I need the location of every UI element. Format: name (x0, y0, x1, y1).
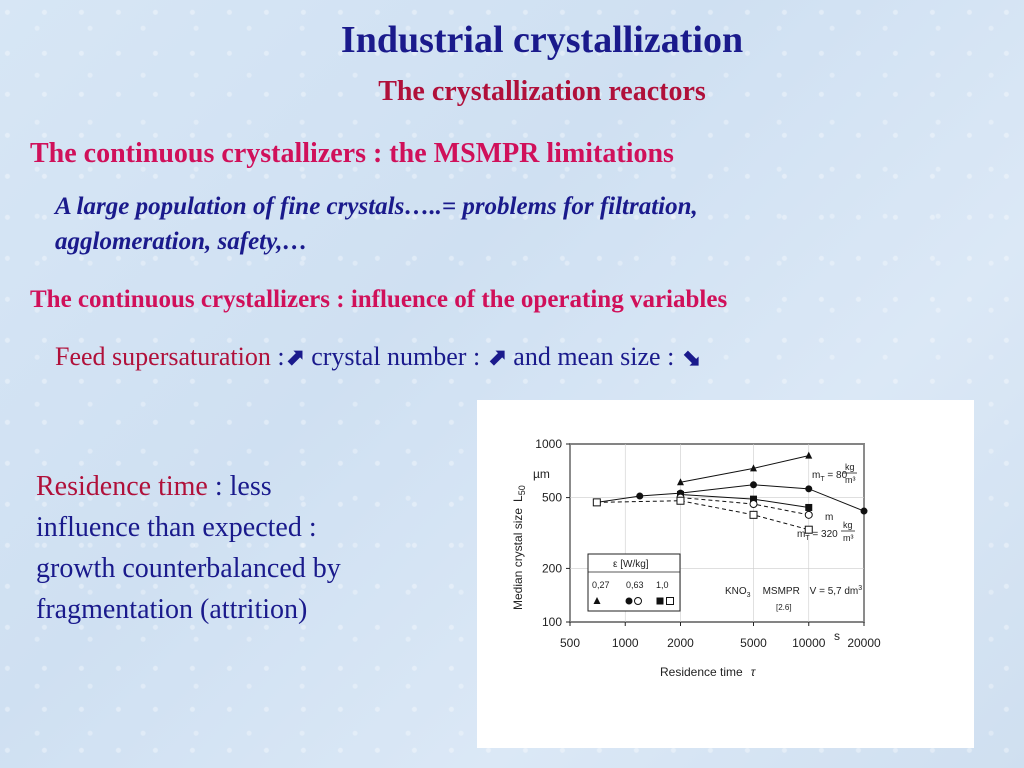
x-tick-label: 2000 (667, 636, 694, 650)
feed-supersaturation-label: Feed supersaturation (55, 342, 271, 371)
data-point-circle (805, 485, 813, 493)
residence-line1-rest: : less (207, 471, 272, 502)
residence-line: fragmentation (attrition) (36, 594, 308, 625)
y-tick-label: 500 (542, 491, 562, 505)
data-point-open-square (749, 510, 758, 519)
data-point-triangle (593, 597, 601, 604)
arrow-down-icon: ⬊ (680, 343, 701, 371)
data-point-open-circle (634, 597, 642, 605)
y-tick-label: 200 (542, 561, 562, 575)
system-annotation: KNO3 MSMPR V = 5,7 dm3 [2.6] (725, 585, 862, 612)
data-point-square (750, 495, 758, 503)
residence-line: Residence time : less (36, 466, 436, 507)
legend-value: 0,27 (592, 580, 610, 590)
heading-operating-variables: The continuous crystallizers : influence… (30, 286, 728, 313)
slide-subtitle: The crystallization reactors (378, 76, 706, 107)
x-tick-label: 1000 (612, 636, 639, 650)
residence-line: influence than expected : (36, 512, 317, 543)
residence-time-paragraph: Residence time : less influence than exp… (36, 466, 436, 630)
data-point-circle (750, 481, 758, 489)
data-point-circle (860, 507, 868, 515)
x-axis-symbol: τ (751, 665, 757, 679)
series-line (680, 455, 809, 483)
x-unit-label: s (834, 629, 840, 643)
data-point-triangle (676, 478, 684, 486)
x-tick-label: 500 (560, 636, 580, 650)
legend-markers (593, 597, 674, 605)
reference-label: [2.6] (776, 603, 792, 612)
series-line (596, 500, 809, 531)
paragraph-line: agglomeration, safety,… (55, 228, 308, 255)
data-point-open-square (592, 498, 601, 507)
mean-size-text: and mean size : (506, 342, 681, 371)
svg-text:mT = 320: mT = 320 (797, 529, 838, 542)
slide-title: Industrial crystallization (340, 19, 744, 61)
y-unit-label: µm (533, 467, 550, 481)
svg-text:mT = 80: mT = 80 (812, 470, 848, 483)
data-point-open-square (676, 496, 685, 505)
data-point-open-square (804, 525, 813, 534)
heading-msmpr-limitations: The continuous crystallizers : the MSMPR… (30, 138, 674, 169)
x-tick-label: 5000 (740, 636, 767, 650)
paragraph-line: A large population of fine crystals…..= … (55, 193, 698, 220)
y-axis-title: Median crystal size L50 (511, 485, 527, 610)
residence-line: growth counterbalanced by (36, 553, 341, 584)
legend-box (587, 553, 681, 612)
x-axis-label: Residence time (660, 665, 743, 679)
legend-header: ε [W/kg] (613, 559, 649, 570)
series-label-low: mT = 320 kg m³ (797, 520, 855, 543)
crystal-size-figure: 100 200 500 1000 500 1000 2000 5000 10000 20000 … (477, 400, 974, 748)
crystal-number-text: crystal number : (304, 342, 487, 371)
x-tick-label: 10000 (792, 636, 826, 650)
legend-value: 1,0 (656, 580, 669, 590)
arrow-up-icon: ⬈ (284, 343, 305, 371)
series-label-partial: m (825, 512, 833, 523)
fine-crystals-paragraph: A large population of fine crystals…..= … (55, 189, 875, 259)
y-axis-symbol-sub: 50 (517, 485, 527, 495)
residence-time-label: Residence time (36, 471, 208, 502)
arrow-up-icon: ⬈ (486, 343, 507, 371)
separator: : (270, 342, 285, 371)
y-tick-label: 1000 (535, 437, 562, 451)
svg-text:kg: kg (843, 520, 853, 530)
y-axis-symbol: L (511, 495, 525, 502)
data-point-open-circle (749, 500, 758, 509)
x-ticks: 500 1000 2000 5000 10000 20000 (560, 622, 881, 650)
x-axis-title: Residence time τ (660, 665, 757, 679)
svg-text:Median crystal sizeL50: Median crystal size L50 (511, 485, 527, 610)
data-point-square (805, 503, 813, 511)
data-point-open-circle (804, 510, 813, 519)
series-line (680, 494, 809, 508)
svg-text:m³: m³ (843, 533, 854, 543)
svg-text:m³: m³ (845, 475, 856, 485)
x-tick-label: 20000 (847, 636, 881, 650)
svg-text:kg: kg (845, 462, 855, 472)
legend-value: 0,63 (626, 580, 644, 590)
y-axis-label: Median crystal size (511, 508, 525, 610)
data-point-square (656, 597, 664, 605)
data-point-triangle (805, 451, 813, 459)
data-point-circle (636, 492, 644, 500)
y-tick-label: 100 (542, 615, 562, 629)
series-label-high: mT = 80 kg m³ (812, 462, 857, 485)
y-ticks: 100 200 500 1000 (535, 437, 570, 629)
data-point-circle (625, 597, 633, 605)
data-point-triangle (750, 464, 758, 472)
data-point-open-square (666, 597, 674, 605)
series-line (680, 497, 809, 516)
legend: ε [W/kg] 0,27 0,63 1,0 (587, 553, 681, 612)
feed-supersaturation-line: Feed supersaturation :⬈ crystal number :… (55, 342, 701, 372)
series-group (592, 451, 868, 534)
series-line (596, 484, 865, 512)
